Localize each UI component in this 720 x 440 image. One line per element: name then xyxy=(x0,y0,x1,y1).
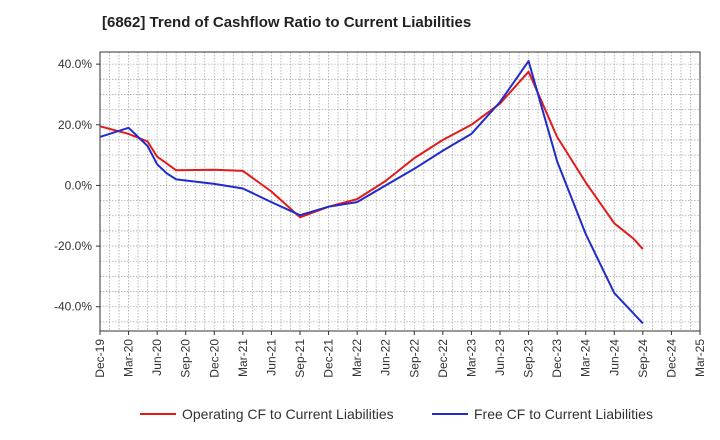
series-line-1 xyxy=(99,70,644,250)
y-tick-label: 40.0% xyxy=(58,57,92,71)
x-tick-label: Sep-20 xyxy=(179,339,193,378)
legend-label-2: Free CF to Current Liabilities xyxy=(474,406,653,422)
x-tick-label: Jun-20 xyxy=(150,339,164,376)
x-tick-label: Jun-22 xyxy=(379,339,393,376)
x-tick-label: Sep-22 xyxy=(407,339,421,378)
legend-label-1: Operating CF to Current Liabilities xyxy=(182,406,394,422)
x-tick-label: Mar-22 xyxy=(350,339,364,377)
chart-title: [6862] Trend of Cashflow Ratio to Curren… xyxy=(102,14,472,31)
x-tick-label: Mar-24 xyxy=(579,339,593,377)
y-tick-label: 20.0% xyxy=(58,118,92,132)
x-tick-label: Dec-24 xyxy=(664,339,678,378)
x-tick-label: Jun-24 xyxy=(607,339,621,376)
plot-frame xyxy=(99,51,701,332)
x-tick-label: Dec-19 xyxy=(93,339,107,378)
x-tick-label: Jun-21 xyxy=(264,339,278,376)
x-tick-label: Mar-25 xyxy=(693,339,707,377)
x-tick-label: Dec-22 xyxy=(436,339,450,378)
x-tick-label: Mar-21 xyxy=(236,339,250,377)
y-tick-label: -40.0% xyxy=(54,300,92,314)
series-line-2 xyxy=(99,60,644,325)
x-tick-label: Dec-20 xyxy=(207,339,221,378)
x-tick-label: Sep-24 xyxy=(636,339,650,378)
x-tick-label: Sep-21 xyxy=(293,339,307,378)
x-tick-label: Mar-20 xyxy=(122,339,136,377)
x-tick-label: Dec-23 xyxy=(550,339,564,378)
x-tick-label: Mar-23 xyxy=(464,339,478,377)
y-tick-label: -20.0% xyxy=(54,239,92,253)
x-tick-label: Sep-23 xyxy=(522,339,536,378)
y-tick-label: 0.0% xyxy=(65,178,93,192)
x-tick-label: Dec-21 xyxy=(322,339,336,378)
x-tick-label: Jun-23 xyxy=(493,339,507,376)
